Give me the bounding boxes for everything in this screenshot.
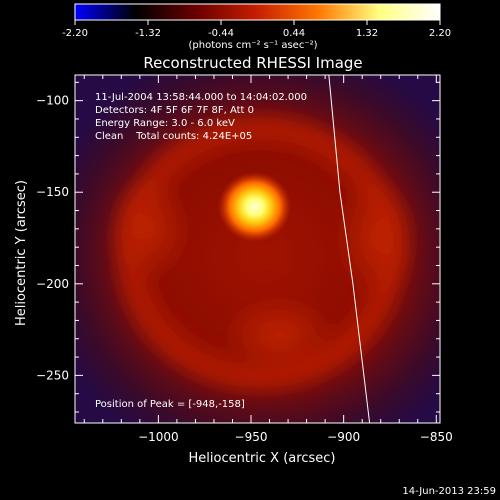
footer-date: 14-Jun-2013 23:59 bbox=[402, 486, 496, 497]
annotation-clean-counts: Clean Total counts: 4.24E+05 bbox=[95, 131, 252, 142]
x-tick-label: −850 bbox=[420, 430, 453, 444]
colorbar-tick-label: 2.20 bbox=[429, 28, 451, 39]
chart-title: Reconstructed RHESSI Image bbox=[143, 54, 362, 72]
x-axis-label: Heliocentric X (arcsec) bbox=[189, 451, 336, 466]
solar-limb-line bbox=[328, 75, 371, 423]
y-tick-label: −100 bbox=[36, 94, 69, 108]
plot-frame bbox=[74, 74, 441, 424]
annotation-energy-range: Energy Range: 3.0 - 6.0 keV bbox=[95, 118, 235, 129]
colorbar-tick-label: 1.32 bbox=[356, 28, 378, 39]
colorbar bbox=[74, 3, 441, 21]
peak-source bbox=[218, 172, 292, 242]
x-tick-label: −900 bbox=[327, 430, 360, 444]
y-tick-label: −150 bbox=[36, 185, 69, 199]
y-tick-label: −250 bbox=[36, 368, 69, 382]
colorbar-tick-label: -1.32 bbox=[135, 28, 161, 39]
heatmap-image bbox=[75, 75, 440, 423]
y-tick-label: −200 bbox=[36, 277, 69, 291]
axes-ticks: −1000 −950 −900 −850 −100 −150 −200 −250 bbox=[36, 75, 453, 444]
colorbar-ticks: -2.20 -1.32 -0.44 0.44 1.32 2.20 bbox=[62, 20, 451, 39]
y-axis-label: Heliocentric Y (arcsec) bbox=[14, 180, 29, 326]
colorbar-unit-label: (photons cm⁻² s⁻¹ asec⁻²) bbox=[188, 40, 317, 51]
annotation-time-range: 11-Jul-2004 13:58:44.000 to 14:04:02.000 bbox=[95, 92, 307, 103]
annotation-detectors: Detectors: 4F 5F 6F 7F 8F, Att 0 bbox=[95, 105, 254, 116]
colorbar-tick-label: 0.44 bbox=[283, 28, 305, 39]
x-tick-label: −950 bbox=[235, 430, 268, 444]
x-tick-label: −1000 bbox=[138, 430, 179, 444]
colorbar-tick-label: -2.20 bbox=[62, 28, 88, 39]
peak-position-label: Position of Peak = [-948,-158] bbox=[95, 399, 245, 410]
colorbar-tick-label: -0.44 bbox=[208, 28, 234, 39]
